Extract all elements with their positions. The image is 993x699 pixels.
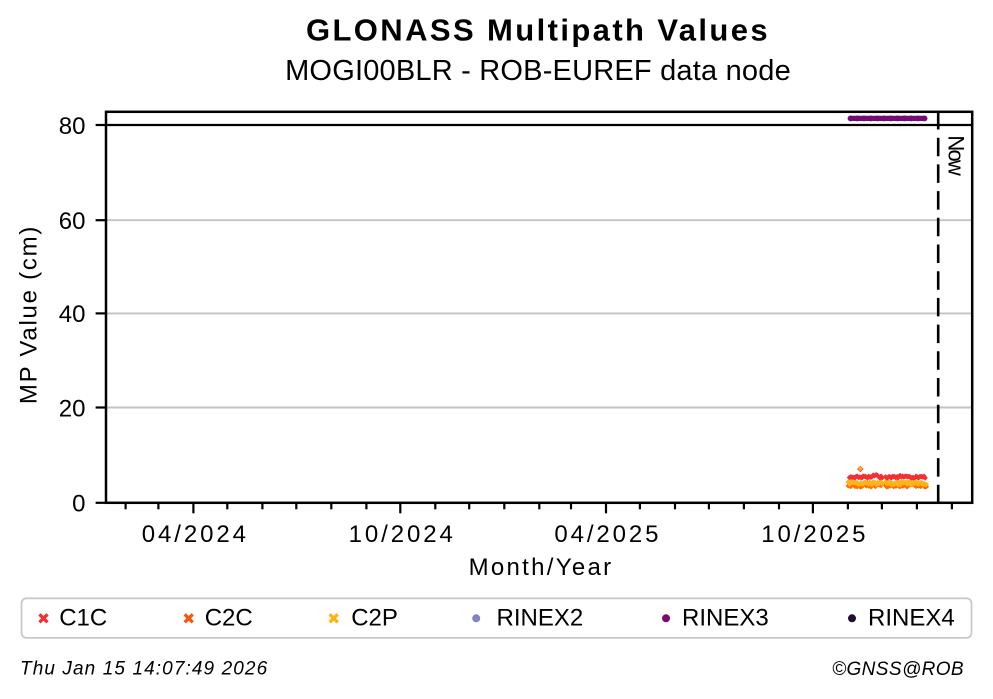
svg-text:C2P: C2P <box>351 605 398 632</box>
svg-text:60: 60 <box>59 208 86 235</box>
svg-text:RINEX2: RINEX2 <box>497 605 584 632</box>
svg-text:C2C: C2C <box>205 605 253 632</box>
svg-text:GLONASS Multipath Values: GLONASS Multipath Values <box>306 12 770 47</box>
svg-text:40: 40 <box>59 301 86 328</box>
svg-text:RINEX3: RINEX3 <box>682 605 769 632</box>
svg-text:MP Value (cm): MP Value (cm) <box>16 225 43 404</box>
svg-text:10/2025: 10/2025 <box>761 521 868 548</box>
svg-text:MOGI00BLR - ROB-EUREF data nod: MOGI00BLR - ROB-EUREF data node <box>285 55 791 87</box>
svg-text:Now: Now <box>944 135 969 176</box>
svg-text:80: 80 <box>59 113 86 140</box>
svg-text:RINEX4: RINEX4 <box>868 605 955 632</box>
svg-text:©GNSS@ROB: ©GNSS@ROB <box>832 659 964 680</box>
svg-text:10/2024: 10/2024 <box>349 521 456 548</box>
svg-text:0: 0 <box>72 491 85 518</box>
svg-text:Thu Jan 15 14:07:49 2026: Thu Jan 15 14:07:49 2026 <box>20 658 268 679</box>
svg-text:20: 20 <box>59 395 86 422</box>
svg-text:C1C: C1C <box>59 605 107 632</box>
svg-text:04/2024: 04/2024 <box>142 521 249 548</box>
svg-text:04/2025: 04/2025 <box>554 521 661 548</box>
svg-text:Month/Year: Month/Year <box>469 554 614 581</box>
